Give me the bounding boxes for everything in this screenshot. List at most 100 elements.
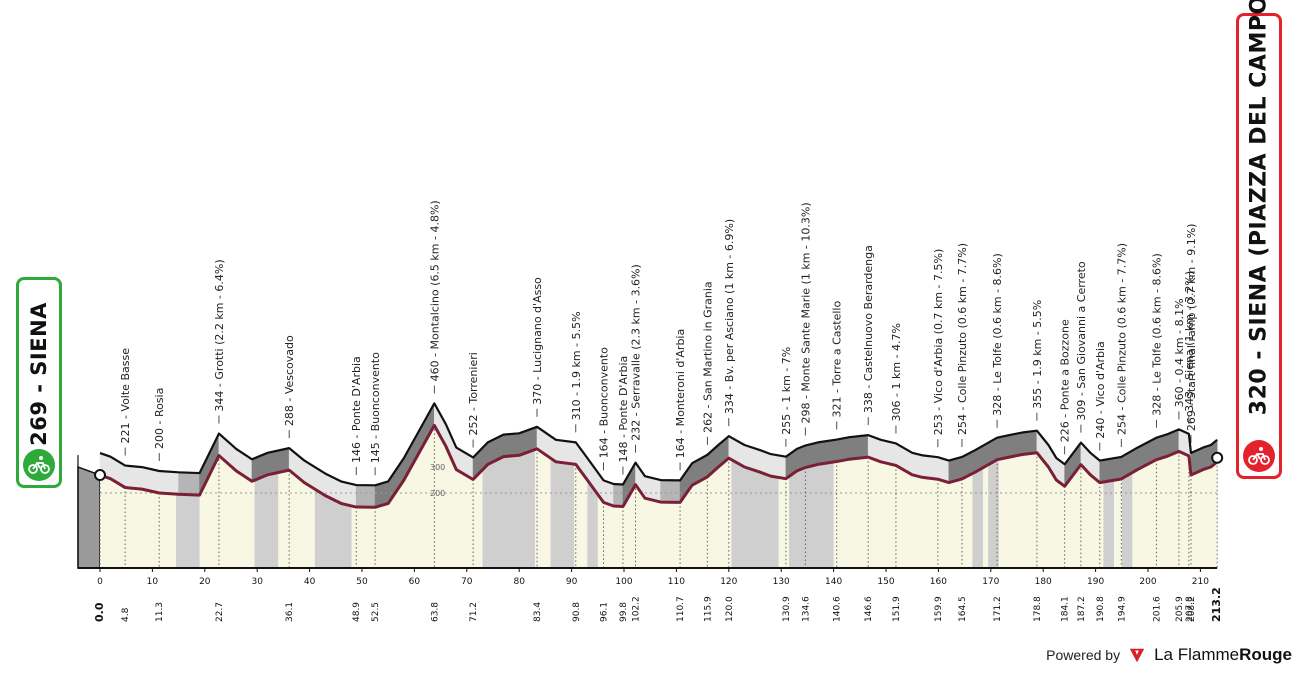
- km-mark-label: 164.5: [958, 596, 968, 622]
- annotation-label: 306 - 1 km - 4.7%: [890, 323, 903, 421]
- profile-line-layer: [94, 402, 1224, 509]
- km-mark-label: 71.2: [469, 602, 479, 622]
- shade-segment: [124, 465, 143, 490]
- annotation-label: 460 - Montalcino (6.5 km - 4.8%): [428, 200, 441, 381]
- annotation-label: 355 - 1.9 km - 5.5%: [1031, 300, 1044, 409]
- powered-by-text: Powered by: [1046, 647, 1121, 663]
- finish-flag-icon: [1243, 440, 1275, 472]
- shade-segment: [922, 455, 939, 480]
- gridline-layer: 200 300: [99, 429, 1218, 568]
- finish-marker: 320 - SIENA (PIAZZA DEL CAMPO): [1236, 0, 1282, 479]
- brand-name-part2: Rouge: [1239, 645, 1292, 664]
- km-mark-label: 207.8: [1185, 596, 1195, 622]
- x-tick-label: 150: [877, 577, 894, 587]
- climb-annotations: 221 - Volte Basse 200 - Rosia 344 - Grotti…: [119, 200, 1198, 476]
- gridline-label-200: 200: [430, 489, 445, 498]
- brand-name: La FlammeRouge: [1154, 645, 1292, 665]
- km-mark-label: 90.8: [572, 602, 582, 622]
- annotation-label: 146 - Ponte D'Arbia: [350, 356, 363, 463]
- gravel-sector: [972, 400, 983, 568]
- powered-by: Powered by La FlammeRouge: [1046, 645, 1292, 665]
- x-tick-label: 10: [147, 577, 159, 587]
- shade-segment: [660, 479, 681, 503]
- flamme-rouge-logo-icon: [1129, 648, 1145, 663]
- km-mark-label: 187.2: [1077, 596, 1087, 622]
- km-mark-label: 134.6: [801, 596, 811, 622]
- annotation-label: 310 - 1.9 km - 5.5%: [570, 311, 583, 420]
- annotation-label: 288 - Vescovado: [283, 335, 296, 426]
- annotation-label: 254 - Colle Pinzuto (0.6 km - 7.7%): [956, 243, 969, 435]
- shade-segment: [503, 432, 520, 457]
- x-tick-label: 170: [982, 577, 999, 587]
- ridge-line: [99, 402, 1218, 487]
- x-tick-label: 140: [825, 577, 842, 587]
- annotation-label: 262 - San Martino in Grania: [701, 281, 714, 433]
- gridline-label-300: 300: [430, 463, 445, 472]
- km-mark-label: 48.9: [352, 602, 362, 622]
- start-name: SIENA: [27, 302, 51, 377]
- start-point: [94, 469, 106, 482]
- annotation-label: 334 - Bv. per Asciano (1 km - 6.9%): [723, 219, 736, 414]
- km-mark-label: 213.2: [1210, 587, 1223, 622]
- start-label: 269 - SIENA: [27, 302, 51, 447]
- distance-axis: 0 10 20 30 40 50 60 70 80 90 100 110 120 130 140 150 160…: [77, 455, 1223, 622]
- x-tick-label: 30: [251, 577, 263, 587]
- gravel-sector: [988, 400, 999, 568]
- x-tick-label: 80: [513, 577, 525, 587]
- x-tick-label: 40: [304, 577, 316, 587]
- km-mark-label: 178.8: [1033, 596, 1043, 622]
- km-mark-label: 4.8: [121, 607, 131, 622]
- annotation-label: 253 - Vico d'Arbia (0.7 km - 7.5%): [932, 249, 945, 435]
- km-mark-label: 151.9: [892, 596, 902, 622]
- x-tick-label: 100: [615, 577, 632, 587]
- x-tick-label: 70: [461, 577, 473, 587]
- km-mark-label: 0.0: [93, 602, 106, 622]
- gravel-sector: [1121, 400, 1133, 568]
- x-tick-label: 130: [773, 577, 790, 587]
- km-mark-label: 36.1: [285, 602, 295, 622]
- shade-segment: [355, 484, 376, 508]
- km-mark-label: 201.6: [1152, 596, 1162, 622]
- finish-name: SIENA (PIAZZA DEL CAMPO): [1246, 0, 1272, 342]
- annotation-label: 226 - Ponte a Bozzone: [1059, 319, 1072, 442]
- shade-segment: [613, 483, 624, 507]
- cyclist-icon: [23, 449, 55, 481]
- gravel-sector: [1103, 400, 1114, 568]
- km-mark-label: 205.9: [1175, 596, 1185, 622]
- shade-segment: [1011, 432, 1023, 457]
- annotation-label: 255 - 1 km - 7%: [780, 347, 793, 435]
- annotation-label: 164 - Buonconvento: [598, 347, 611, 458]
- x-tick-label: 120: [720, 577, 737, 587]
- start-altitude: 269: [27, 400, 51, 447]
- x-tick-label: 90: [566, 577, 578, 587]
- annotation-label: 164 - Monteroni d'Arbia: [674, 329, 687, 459]
- km-mark-label: 130.9: [782, 596, 792, 622]
- x-tick-label: 160: [930, 577, 947, 587]
- x-tick-label: 50: [356, 577, 368, 587]
- annotation-label: 240 - Vico d'Arbia: [1094, 341, 1107, 438]
- km-mark-label: 208.2: [1187, 596, 1197, 622]
- shade-segment: [849, 434, 869, 460]
- km-mark-label: 140.6: [833, 596, 843, 622]
- annotation-label: 328 - Le Tolfe (0.6 km - 8.6%): [1150, 253, 1163, 416]
- km-mark-label: 11.3: [155, 602, 165, 622]
- km-mark-label: 96.1: [600, 602, 610, 622]
- km-mark-label: 120.0: [725, 596, 735, 622]
- annotation-label: 148 - Ponte D'Arbia: [617, 356, 630, 463]
- x-tick-label: 200: [1139, 577, 1156, 587]
- annotation-label: 343 - Siena (1 km - 3.2%): [1183, 271, 1196, 412]
- x-tick-label: 180: [1035, 577, 1052, 587]
- km-mark-label: 190.8: [1096, 596, 1106, 622]
- annotation-label: 309 - San Giovanni a Cerreto: [1075, 261, 1088, 421]
- km-mark-label: 159.9: [934, 596, 944, 622]
- km-mark-label: 83.4: [533, 602, 543, 622]
- annotation-label: 145 - Buonconvento: [369, 352, 382, 463]
- annotation-label: 200 - Rosia: [153, 388, 166, 449]
- x-tick-label: 0: [97, 577, 103, 587]
- km-mark-label: 146.6: [864, 596, 874, 622]
- annotation-label: 344 - Grotti (2.2 km - 6.4%): [213, 259, 226, 411]
- shade-segment: [158, 470, 179, 495]
- annotation-label: 370 - Lucignano d'Asso: [531, 277, 544, 405]
- km-mark-label: 99.8: [619, 602, 629, 622]
